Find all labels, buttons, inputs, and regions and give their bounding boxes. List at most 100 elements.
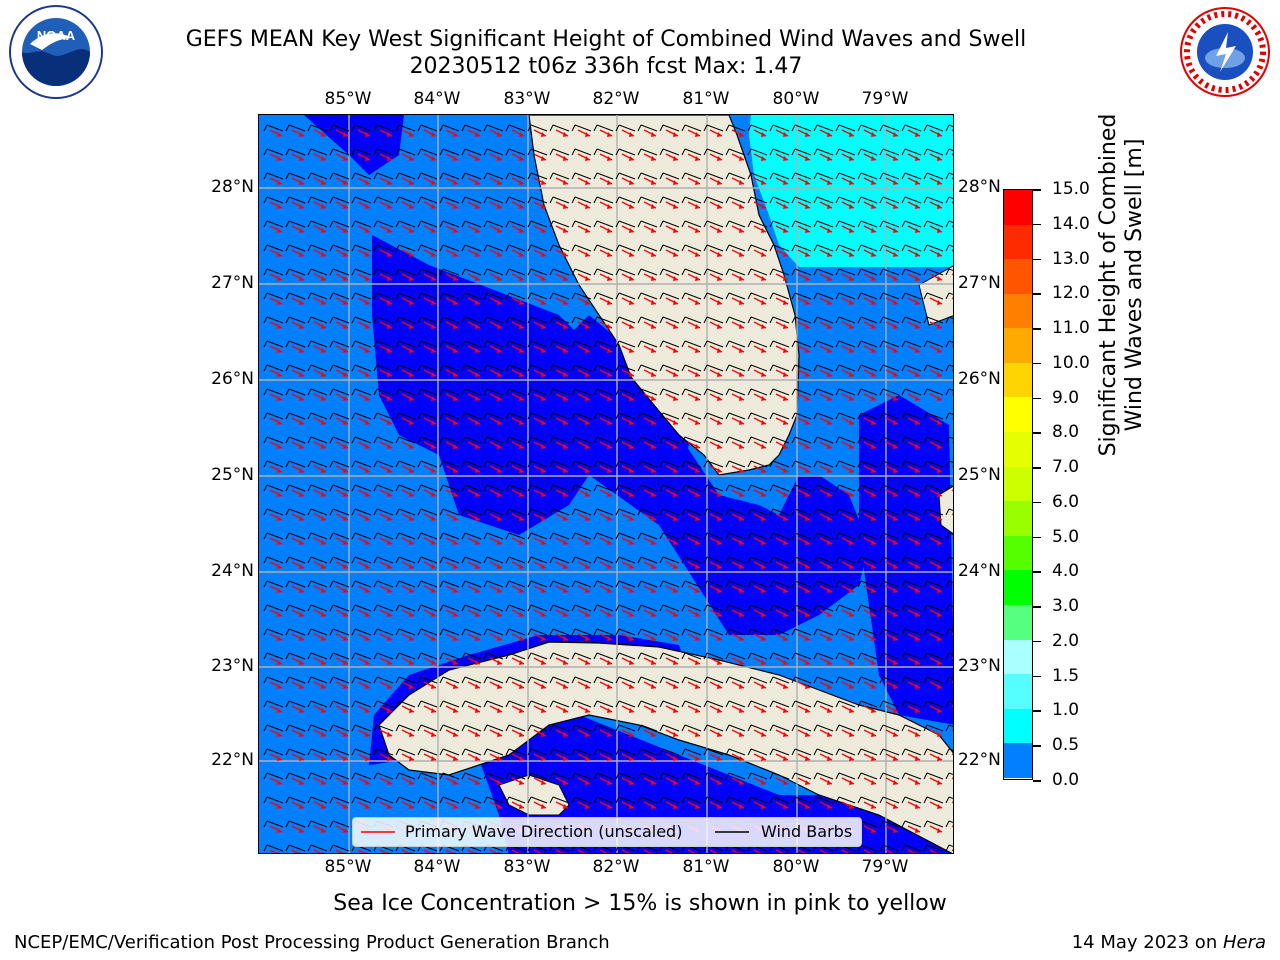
lon-tick-bottom: 84°W [413,857,461,877]
colorbar-segment [1004,397,1032,433]
lon-tick-top: 85°W [324,89,372,109]
graticule [259,115,953,853]
colorbar-tick-mark [1033,536,1041,539]
lat-tick-left: 24°N [211,561,254,581]
colorbar-segment [1004,259,1032,294]
sea-deep-patch-north [304,115,404,175]
colorbar-tick-label: 14.0 [1052,213,1090,234]
map-legend: Primary Wave Direction (unscaled) Wind B… [352,817,862,847]
lon-tick-top: 80°W [772,89,820,109]
colorbar-segment [1004,708,1032,744]
lon-tick-bottom: 83°W [503,857,551,877]
lon-tick-bottom: 79°W [861,857,909,877]
lon-tick-top: 79°W [861,89,909,109]
lat-tick-right: 22°N [958,750,1001,770]
colorbar-segment [1004,639,1032,675]
colorbar [1003,189,1033,780]
lat-tick-right: 25°N [958,465,1001,485]
colorbar-segment [1004,743,1032,778]
lat-tick-left: 27°N [211,273,254,293]
lon-tick-top: 84°W [413,89,461,109]
colorbar-tick-label: 5.0 [1052,526,1080,547]
lat-tick-left: 25°N [211,465,254,485]
colorbar-tick-mark [1033,710,1041,712]
colorbar-tick-mark [1033,293,1041,295]
colorbar-tick-label: 15.0 [1052,179,1090,199]
colorbar-tick-mark [1033,571,1041,573]
colorbar-tick-mark [1033,640,1041,643]
colorbar-segment [1004,328,1032,363]
lat-tick-left: 26°N [211,369,254,389]
colorbar-tick-label: 2.0 [1052,630,1080,651]
colorbar-tick-label: 1.0 [1052,700,1080,721]
colorbar-label-line2: Wind Waves and Swell [m] [1122,138,1147,432]
lat-tick-right: 27°N [958,273,1001,293]
colorbar-tick-label: 6.0 [1052,491,1080,512]
noaa-logo: NOAA [9,5,103,99]
colorbar-segment [1004,604,1032,640]
colorbar-segment [1004,362,1032,398]
lat-tick-right: 24°N [958,561,1001,581]
colorbar-segment [1004,224,1032,260]
sea-deep-patch-bahamas [859,395,953,725]
colorbar-tick-mark [1033,745,1041,747]
colorbar-segment [1004,501,1032,536]
colorbar-segment [1004,570,1032,605]
colorbar-tick-label: 8.0 [1052,422,1080,443]
colorbar-segment [1004,674,1032,709]
colorbar-tick-label: 7.0 [1052,457,1080,478]
colorbar-segment [1004,466,1032,502]
barb-legend-line [715,831,749,833]
sea-ice-caption: Sea Ice Concentration > 15% is shown in … [333,891,947,916]
land-bahamas-north [918,265,953,326]
colorbar-tick-mark [1033,362,1041,365]
colorbar-tick-mark [1033,780,1041,782]
noaa-logo-text: NOAA [37,28,76,43]
colorbar-tick-label: 11.0 [1052,318,1090,339]
lon-tick-top: 82°W [592,89,640,109]
colorbar-tick-label: 0.5 [1052,735,1080,756]
barb-legend-label: Wind Barbs [761,822,853,841]
lon-tick-top: 83°W [503,89,551,109]
colorbar-tick-mark [1033,328,1041,330]
lon-tick-bottom: 80°W [772,857,820,877]
colorbar-tick-label: 9.0 [1052,387,1080,408]
sea-deep-patch-gulf [372,235,869,635]
land-bahamas-andros [938,485,953,535]
lat-tick-left: 23°N [211,656,254,676]
colorbar-label-line1: Significant Height of Combined [1096,113,1121,457]
wave-height-map [258,114,954,854]
colorbar-tick-label: 3.0 [1052,596,1080,617]
colorbar-segment [1004,432,1032,467]
colorbar-tick-label: 0.0 [1052,770,1080,790]
wave-legend-line [361,831,395,833]
land-isla-juventud [498,774,570,816]
colorbar-tick-mark [1033,501,1041,504]
footer-date: 14 May 2023 on Hera [1072,932,1266,953]
lat-tick-right: 26°N [958,369,1001,389]
lat-tick-left: 28°N [211,177,254,197]
lat-tick-left: 22°N [211,750,254,770]
wave-legend-label: Primary Wave Direction (unscaled) [405,822,683,841]
sea-high-band [749,115,953,267]
colorbar-tick-label: 4.0 [1052,561,1080,582]
lon-tick-bottom: 82°W [592,857,640,877]
chart-subtitle: 20230512 t06z 336h fcst Max: 1.47 [409,54,803,79]
colorbar-segment [1004,535,1032,571]
chart-title: GEFS MEAN Key West Significant Height of… [185,27,1027,52]
lon-tick-top: 81°W [682,89,730,109]
footer-date-text: 14 May 2023 on [1071,932,1223,953]
colorbar-segment [1004,293,1032,329]
colorbar-segment [1004,190,1032,225]
nws-logo [1180,7,1270,97]
lon-tick-bottom: 81°W [682,857,730,877]
colorbar-tick-mark [1033,675,1041,678]
colorbar-tick-label: 12.0 [1052,283,1090,304]
colorbar-tick-label: 10.0 [1052,352,1090,373]
colorbar-tick-mark [1033,606,1041,608]
colorbar-tick-label: 13.0 [1052,248,1090,269]
colorbar-tick-mark [1033,223,1041,226]
lat-tick-right: 23°N [958,656,1001,676]
colorbar-tick-label: 1.5 [1052,665,1080,686]
land-florida [528,115,800,476]
